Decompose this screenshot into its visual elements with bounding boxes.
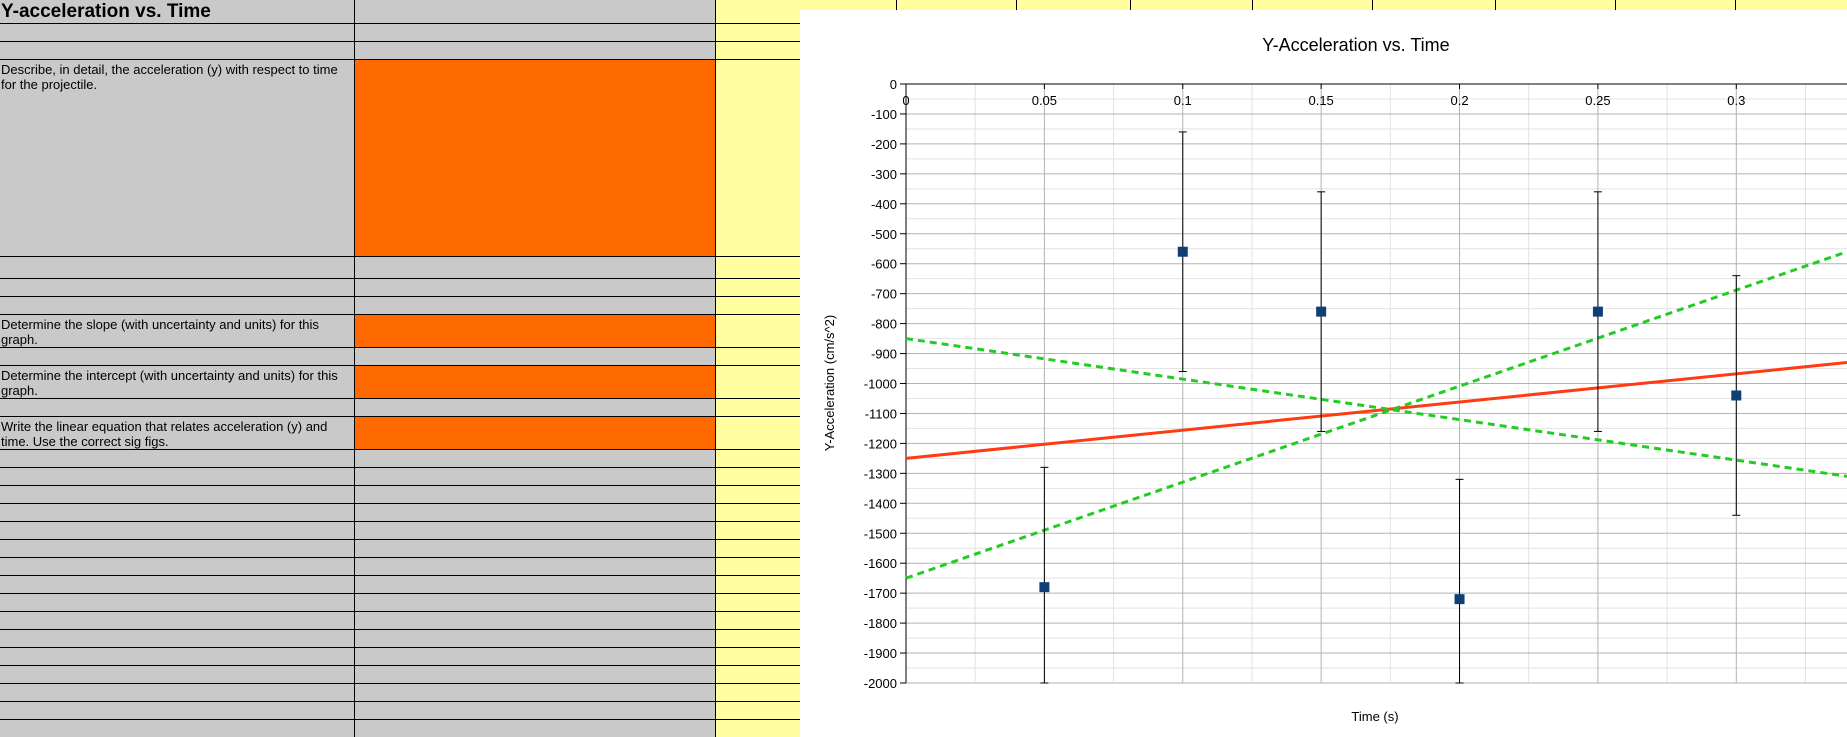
data-point — [1177, 246, 1188, 257]
row-divider — [0, 701, 800, 702]
row-divider — [0, 629, 800, 630]
column-a — [0, 0, 354, 737]
row-divider — [0, 575, 800, 576]
row-divider — [0, 611, 800, 612]
y-tick-label: -300 — [871, 167, 897, 182]
y-tick-label: -1900 — [864, 646, 897, 661]
row-divider — [0, 398, 800, 399]
x-tick-label: 0.1 — [1174, 93, 1192, 108]
row-divider — [0, 503, 800, 504]
y-tick-label: -800 — [871, 317, 897, 332]
row-divider — [0, 449, 800, 450]
strip-divider — [1252, 0, 1253, 10]
answer-cell-equation[interactable] — [355, 417, 715, 449]
y-tick-label: -500 — [871, 227, 897, 242]
strip-divider — [1372, 0, 1373, 10]
data-point — [1316, 306, 1327, 317]
y-tick-label: -1600 — [864, 556, 897, 571]
strip-divider — [1615, 0, 1616, 10]
answer-cell-describe[interactable] — [355, 60, 715, 256]
strip-divider — [1495, 0, 1496, 10]
row-divider — [0, 647, 800, 648]
y-tick-label: -200 — [871, 137, 897, 152]
prompt-slope: Determine the slope (with uncertainty an… — [1, 317, 319, 347]
y-tick-label: -2000 — [864, 676, 897, 691]
row-divider — [0, 416, 800, 417]
y-axis-label: Y-Acceleration (cm/s^2) — [822, 315, 837, 451]
row-divider — [0, 665, 800, 666]
yellow-strip — [800, 0, 1847, 10]
prompt-intercept: Determine the intercept (with uncertaint… — [1, 368, 338, 398]
data-point — [1039, 582, 1050, 593]
row-divider — [0, 521, 800, 522]
fit-line — [905, 361, 1847, 460]
chart-area[interactable]: 0 -100 -200 -300 -400 -500 -600 -700 -800 -900 -10… — [800, 10, 1847, 737]
row-divider — [0, 278, 800, 279]
strip-divider — [896, 0, 897, 10]
y-tick-label: -400 — [871, 197, 897, 212]
data-point — [1592, 306, 1603, 317]
x-tick-label: 0.2 — [1450, 93, 1468, 108]
row-divider — [0, 719, 800, 720]
data-point — [1731, 390, 1742, 401]
x-tick-label: 0 — [902, 93, 909, 108]
prompt-describe: Describe, in detail, the acceleration (y… — [1, 62, 338, 92]
y-tick-label: -600 — [871, 257, 897, 272]
x-tick-label: 0.05 — [1032, 93, 1057, 108]
sheet-heading: Y-acceleration vs. Time — [1, 1, 211, 22]
y-tick-label: -100 — [871, 107, 897, 122]
x-tick-label: 0.25 — [1585, 93, 1610, 108]
row-divider — [0, 59, 800, 60]
row-divider — [0, 365, 800, 366]
y-tick-label: -1400 — [864, 496, 897, 511]
prompt-equation: Write the linear equation that relates a… — [1, 419, 328, 449]
strip-divider — [1735, 0, 1736, 10]
row-divider — [0, 593, 800, 594]
y-tick-label: -1700 — [864, 586, 897, 601]
y-tick-label: -1300 — [864, 466, 897, 481]
x-tick-label: 0.3 — [1727, 93, 1745, 108]
row-divider — [0, 23, 800, 24]
row-divider — [0, 347, 800, 348]
column-c — [716, 0, 800, 737]
y-tick-label: 0 — [890, 77, 897, 92]
y-tick-label: -1200 — [864, 436, 897, 451]
y-tick-label: -1500 — [864, 526, 897, 541]
data-point — [1454, 594, 1465, 605]
row-divider — [0, 557, 800, 558]
row-divider — [0, 256, 800, 257]
row-divider — [0, 314, 800, 315]
y-tick-label: -1800 — [864, 616, 897, 631]
row-divider — [0, 485, 800, 486]
column-divider — [715, 0, 716, 737]
scatter-chart[interactable]: 0 -100 -200 -300 -400 -500 -600 -700 -800 -900 -10… — [800, 10, 1847, 737]
y-tick-label: -900 — [871, 347, 897, 362]
strip-divider — [1016, 0, 1017, 10]
chart-title: Y-Acceleration vs. Time — [1262, 35, 1449, 55]
row-divider — [0, 296, 800, 297]
row-divider — [0, 41, 800, 42]
row-divider — [0, 467, 800, 468]
strip-divider — [1130, 0, 1131, 10]
y-tick-label: -700 — [871, 287, 897, 302]
x-tick-label: 0.15 — [1308, 93, 1333, 108]
bound-line — [905, 337, 1847, 478]
x-axis-label: Time (s) — [1351, 709, 1398, 724]
bound-line — [905, 250, 1847, 580]
answer-cell-intercept[interactable] — [355, 366, 715, 398]
row-divider — [0, 683, 800, 684]
answer-cell-slope[interactable] — [355, 315, 715, 347]
column-divider — [354, 0, 355, 737]
y-tick-label: -1000 — [864, 377, 897, 392]
row-divider — [0, 539, 800, 540]
y-tick-label: -1100 — [865, 406, 897, 421]
